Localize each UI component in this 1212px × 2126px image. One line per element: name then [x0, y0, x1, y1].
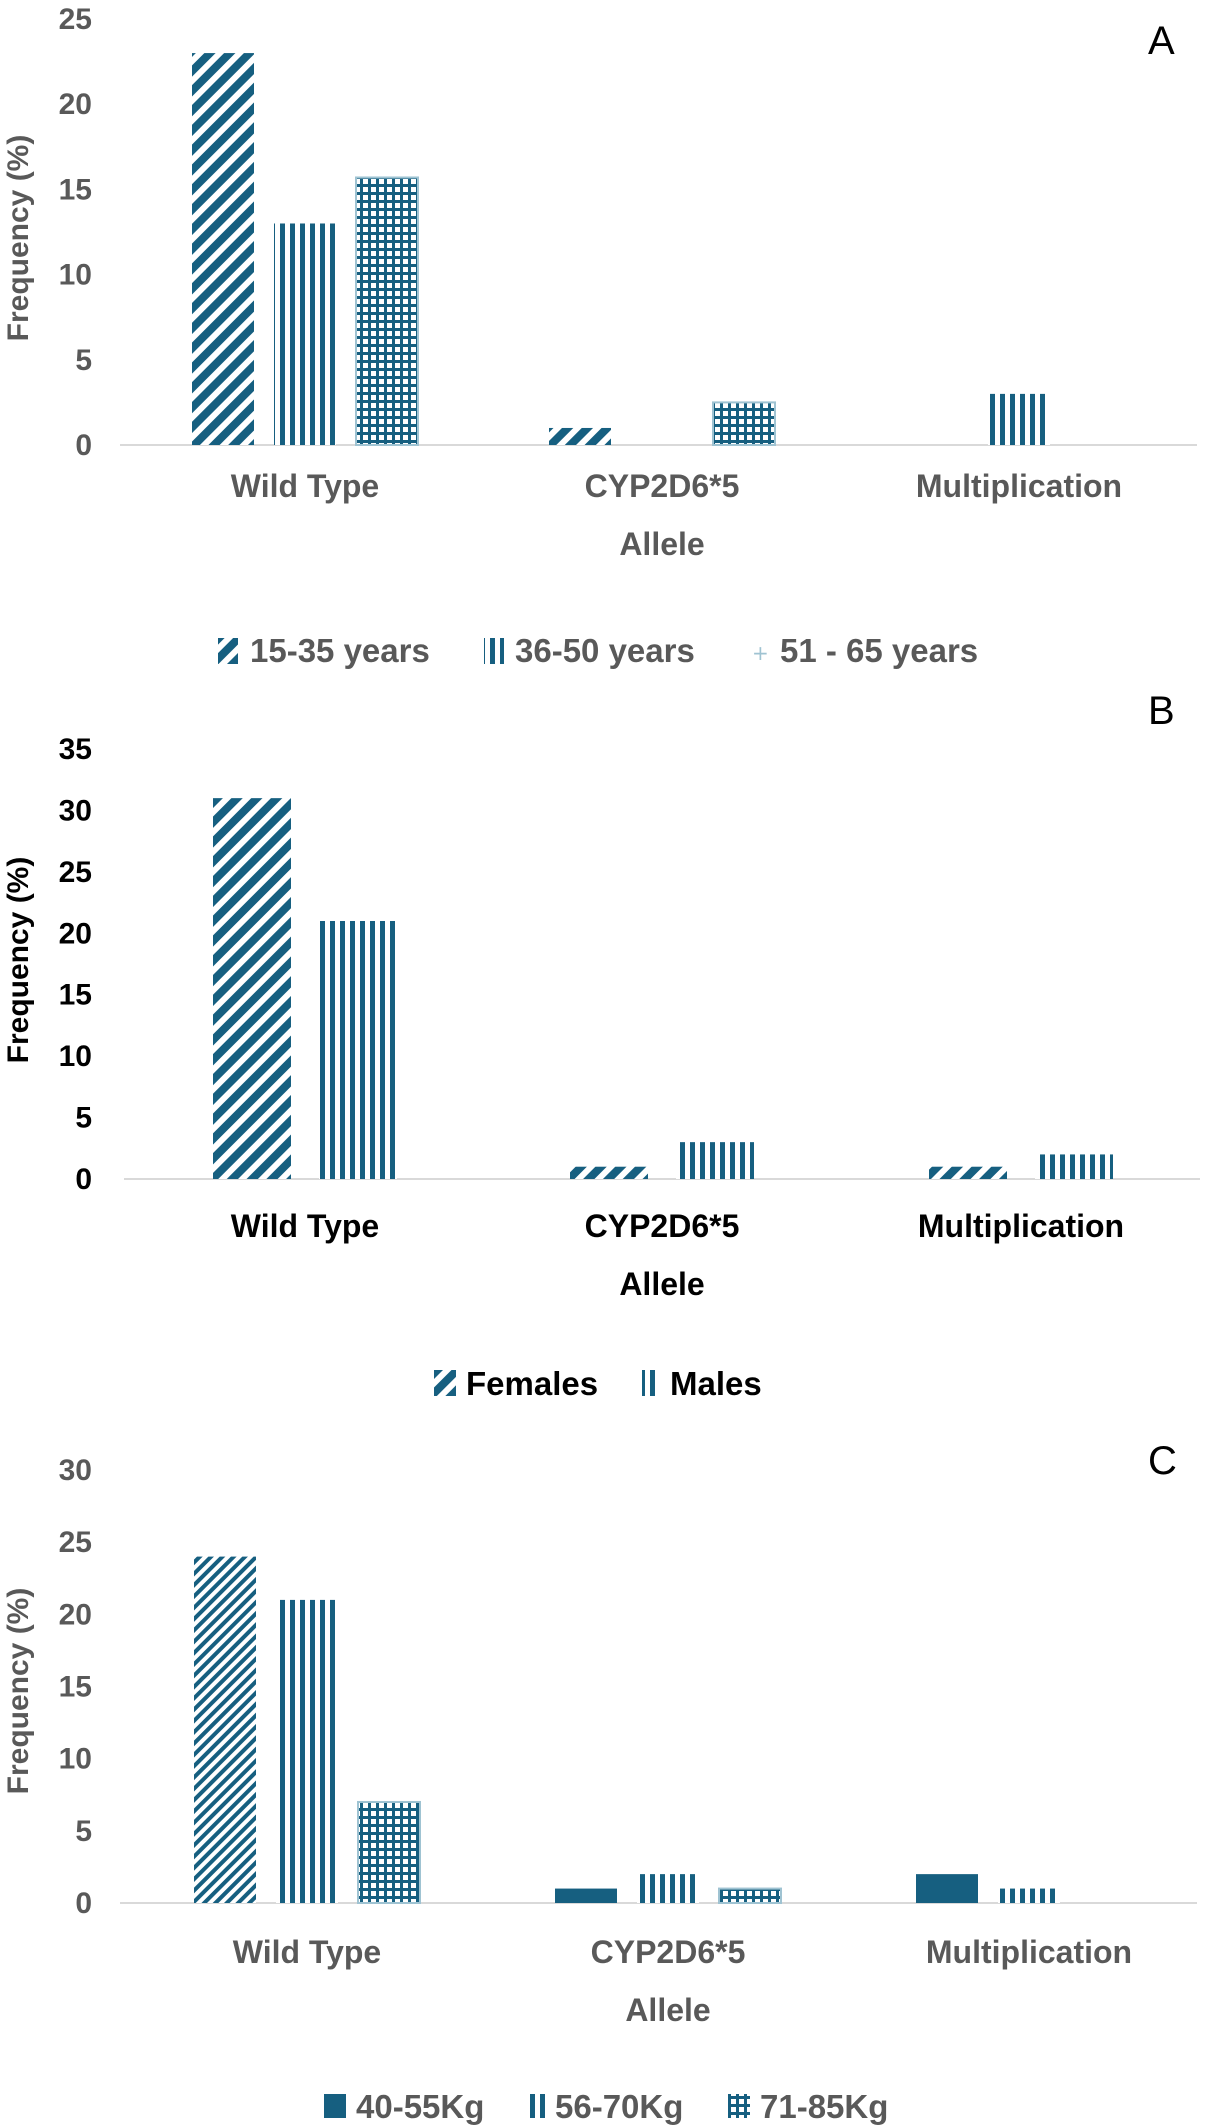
panel-b-category-label: Multiplication: [918, 1208, 1124, 1244]
y-tick-label: 25: [59, 1526, 92, 1559]
bar: [357, 1800, 421, 1905]
legend-swatch-51-65: +: [752, 641, 769, 665]
bar: [998, 1888, 1060, 1903]
panel-a-legend: 15-35 years 36-50 years + 51 - 65 years: [218, 632, 978, 669]
y-tick-label: 10: [59, 1743, 92, 1776]
bar: [276, 1599, 338, 1903]
y-tick-label: 15: [59, 979, 92, 1012]
panel-a-category-label: Wild Type: [231, 468, 379, 504]
panel-a-x-axis-label: Allele: [619, 526, 704, 562]
panel-a-y-ticks: 0 5 10 15 20 25: [59, 3, 92, 462]
y-tick-label: 20: [59, 917, 92, 950]
y-tick-label: 5: [75, 1102, 92, 1135]
panel-b-label: B: [1148, 689, 1175, 733]
legend-label-females: Females: [466, 1365, 598, 1402]
panel-a-y-axis-label: Frequency (%): [2, 135, 35, 342]
panel-c-legend: 40-55Kg 56-70Kg 71-85Kg: [324, 2088, 888, 2125]
bar: [194, 1556, 256, 1903]
legend-label-51-65: 51 - 65 years: [780, 632, 978, 669]
legend-swatch-71-85: [728, 2094, 750, 2118]
panel-c-y-ticks: 0 5 10 15 20 25 30: [59, 1454, 92, 1920]
panel-c-category-label: Wild Type: [233, 1934, 381, 1970]
bar: [929, 1166, 1007, 1179]
panel-a-bars: [192, 53, 1050, 447]
y-tick-label: 20: [59, 1598, 92, 1631]
y-tick-label: 0: [75, 429, 92, 462]
panel-b: B Frequency (%) 0 5 10 15 20 25 30 35 Wild Type…: [2, 689, 1200, 1402]
bar: [718, 1887, 782, 1904]
legend-swatch-36-50: [484, 638, 504, 664]
bar: [555, 1888, 617, 1903]
legend-swatch-56-70: [528, 2094, 546, 2118]
legend-swatch-15-35: [218, 638, 238, 664]
bar: [1035, 1154, 1113, 1179]
panel-c: C Frequency (%) 0 5 10 15 20 25 30 Wild Type C…: [2, 1439, 1197, 2125]
legend-swatch-females: [434, 1370, 456, 1396]
y-tick-label: 35: [59, 733, 92, 766]
panel-b-category-label: Wild Type: [231, 1208, 379, 1244]
legend-swatch-40-55: [324, 2094, 346, 2118]
panel-a-category-label: Multiplication: [916, 468, 1122, 504]
bar: [676, 1142, 754, 1179]
panel-b-bars: [213, 798, 1113, 1179]
bar: [570, 1166, 648, 1179]
y-tick-label: 10: [59, 259, 92, 292]
y-tick-label: 30: [59, 794, 92, 827]
panel-b-y-axis-label: Frequency (%): [2, 857, 35, 1064]
panel-c-bars: [194, 1556, 1060, 1905]
y-tick-label: 20: [59, 88, 92, 121]
bar: [355, 176, 419, 447]
legend-label-56-70: 56-70Kg: [555, 2088, 683, 2125]
panel-c-label: C: [1148, 1439, 1177, 1483]
y-tick-label: 5: [75, 1815, 92, 1848]
panel-c-category-label: CYP2D6*5: [591, 1934, 746, 1970]
legend-label-40-55: 40-55Kg: [356, 2088, 484, 2125]
bar: [916, 1874, 978, 1903]
y-tick-label: 25: [59, 3, 92, 36]
y-tick-label: 15: [59, 1671, 92, 1704]
bar: [637, 1874, 699, 1903]
y-tick-label: 25: [59, 856, 92, 889]
bar: [712, 401, 776, 446]
panel-a: A Frequency (%) 0 5 10 15 20 25 Wild Type CYP…: [2, 3, 1197, 669]
y-tick-label: 5: [75, 344, 92, 377]
bar: [549, 427, 611, 445]
legend-label-71-85: 71-85Kg: [760, 2088, 888, 2125]
bar: [988, 393, 1050, 445]
panel-c-y-axis-label: Frequency (%): [2, 1588, 35, 1795]
y-tick-label: 0: [75, 1163, 92, 1196]
bar: [274, 223, 336, 445]
panel-b-legend: Females Males: [434, 1365, 762, 1402]
bar: [213, 798, 291, 1179]
legend-swatch-males: [642, 1370, 660, 1396]
panel-a-label: A: [1148, 19, 1175, 63]
panel-b-category-label: CYP2D6*5: [585, 1208, 740, 1244]
y-tick-label: 30: [59, 1454, 92, 1487]
panel-c-x-axis-label: Allele: [625, 1992, 710, 2028]
panel-c-category-label: Multiplication: [926, 1934, 1132, 1970]
y-tick-label: 15: [59, 173, 92, 206]
y-tick-label: 0: [75, 1887, 92, 1920]
y-tick-label: 10: [59, 1040, 92, 1073]
panel-b-x-axis-label: Allele: [619, 1266, 704, 1302]
legend-label-15-35: 15-35 years: [250, 632, 430, 669]
bar: [192, 53, 254, 446]
legend-label-36-50: 36-50 years: [515, 632, 695, 669]
panel-a-category-label: CYP2D6*5: [585, 468, 740, 504]
legend-label-males: Males: [670, 1365, 762, 1402]
panel-b-y-ticks: 0 5 10 15 20 25 30 35: [59, 733, 92, 1196]
bar: [319, 921, 397, 1179]
